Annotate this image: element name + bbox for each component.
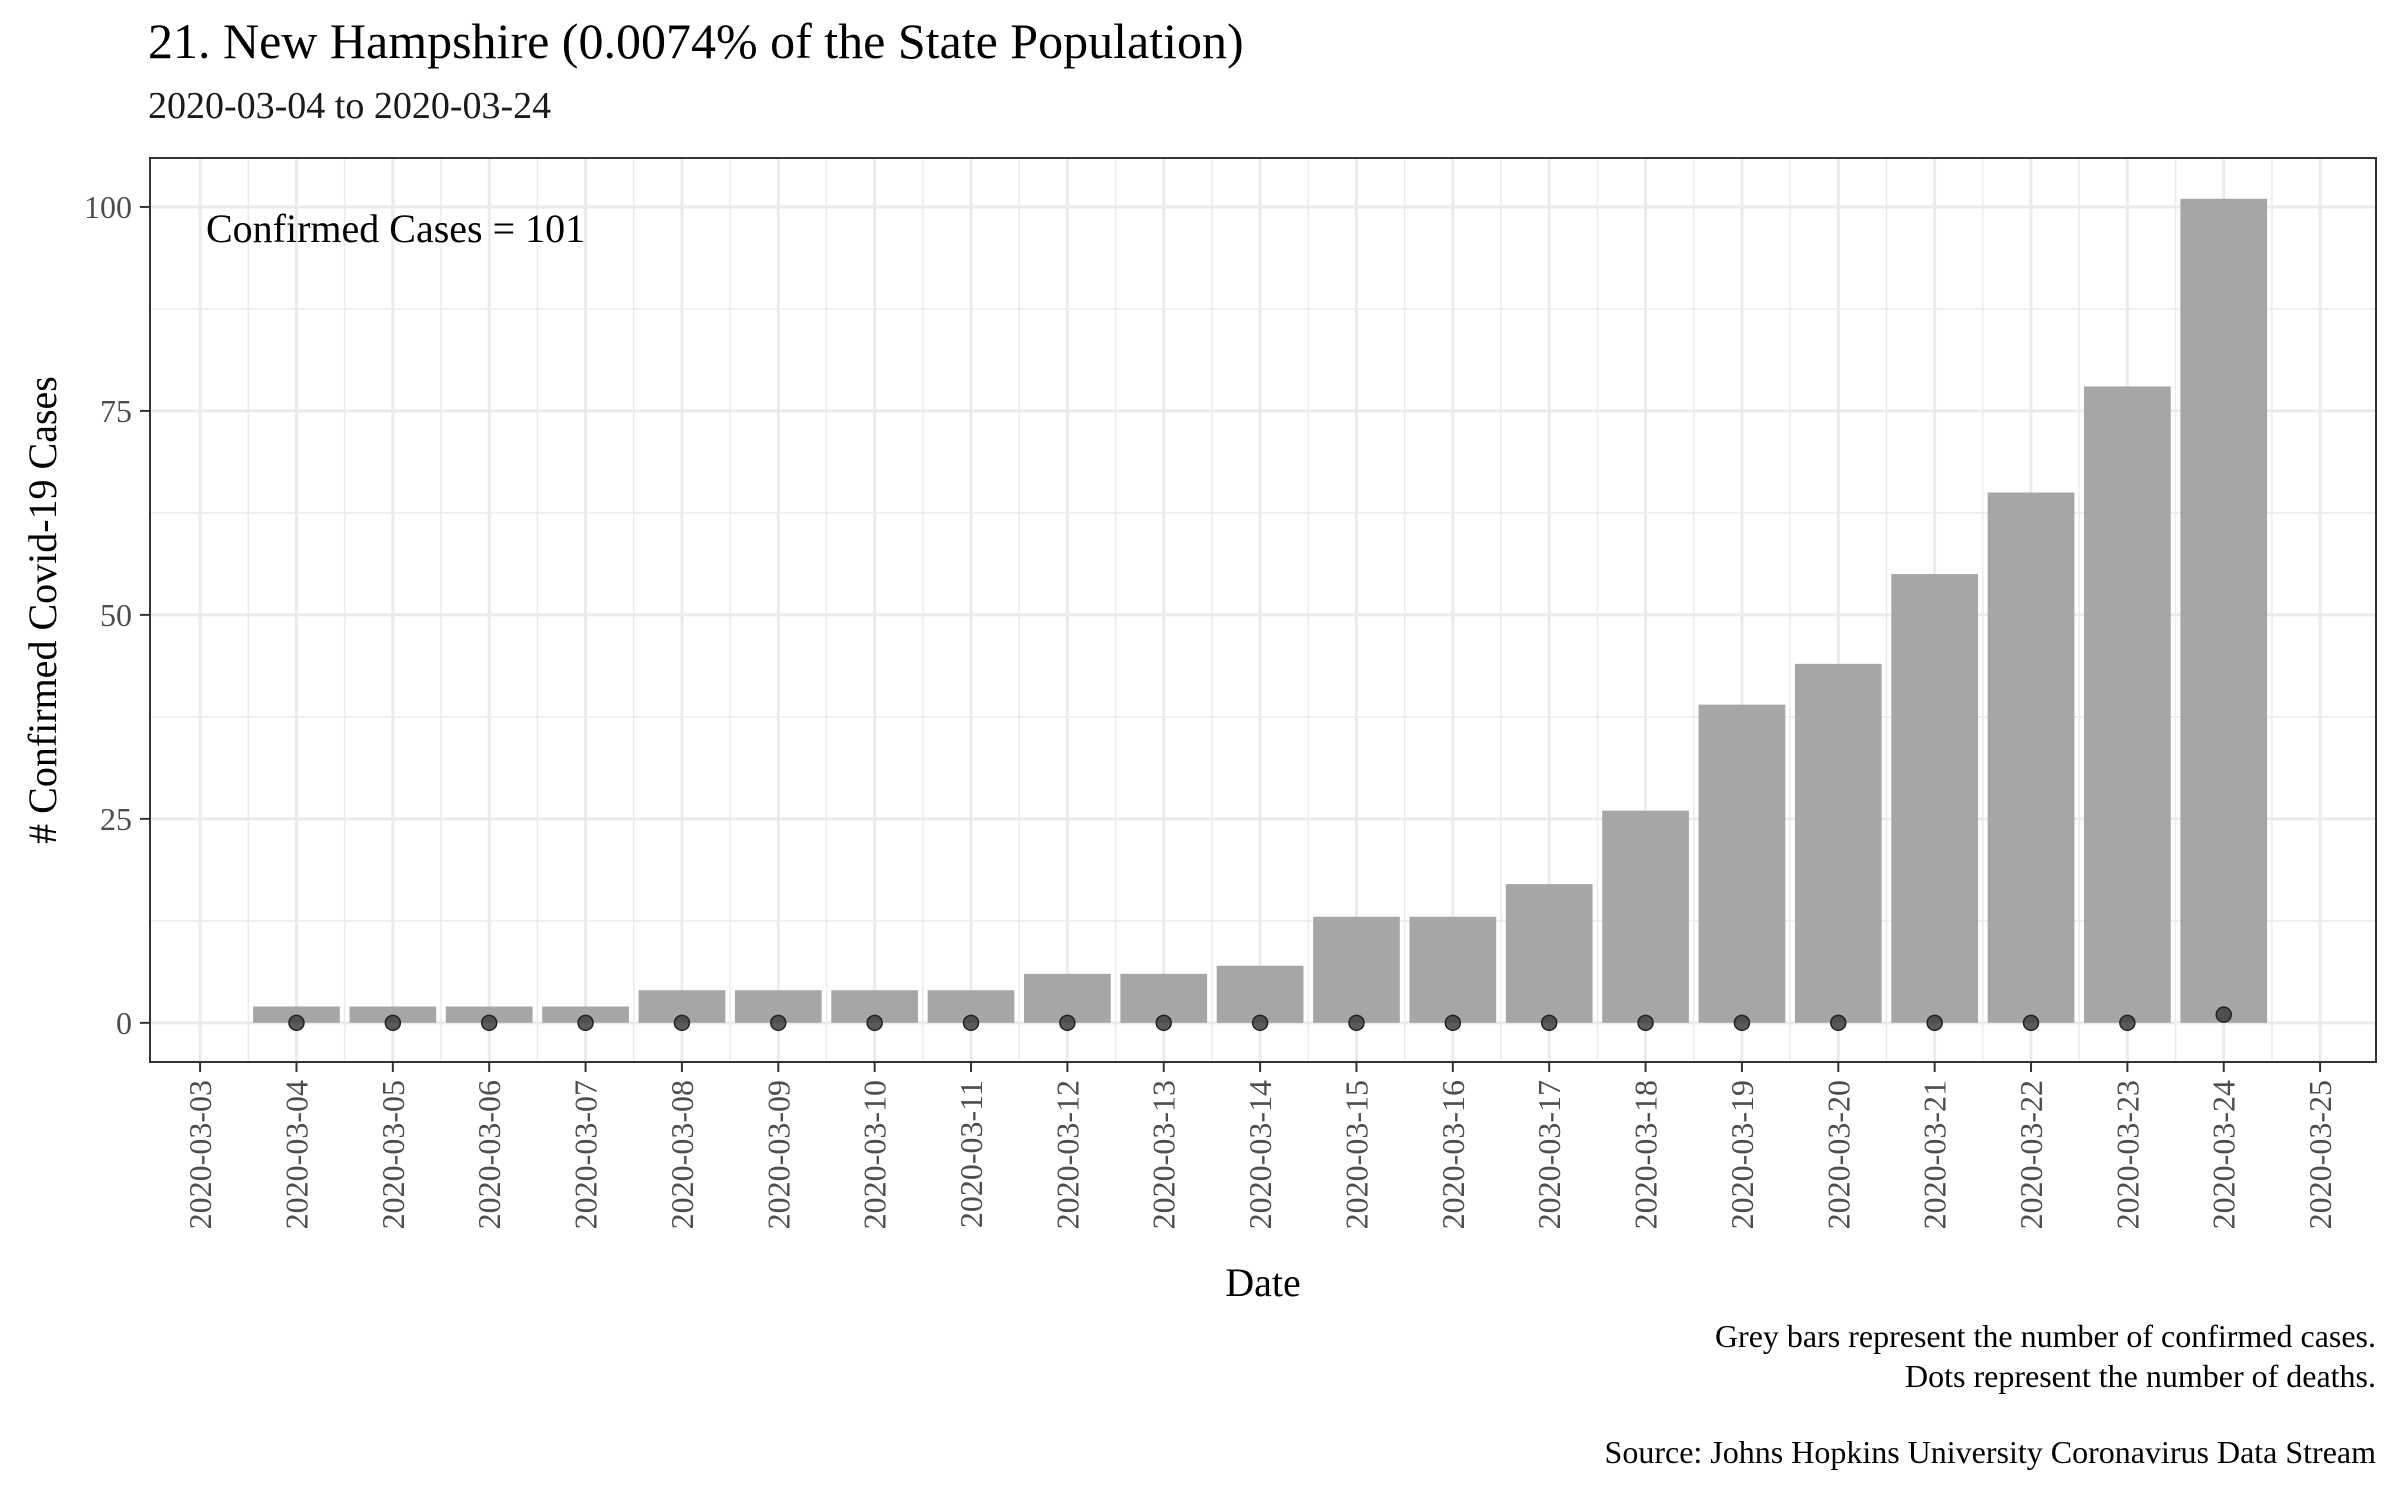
death-count-dot (866, 1014, 883, 1032)
caption-bars-note: Grey bars represent the number of confir… (1714, 1318, 2376, 1354)
death-count-dot (1251, 1014, 1269, 1032)
y-tick-label: 75 (100, 393, 132, 429)
confirmed-cases-bar (1602, 810, 1689, 1023)
confirmed-cases-bar (1987, 492, 2075, 1023)
confirmed-cases-bar (1313, 916, 1400, 1023)
death-count-dot (1348, 1014, 1365, 1032)
y-tick-label: 50 (100, 597, 132, 633)
x-tick-label: 2020-03-11 (953, 1080, 989, 1228)
x-tick-label: 2020-03-04 (278, 1080, 314, 1229)
caption-source: Source: Johns Hopkins University Coronav… (1604, 1434, 2376, 1470)
death-count-dot (1540, 1014, 1558, 1032)
death-count-dot (673, 1014, 691, 1032)
death-count-dot (480, 1014, 498, 1032)
death-count-dot (288, 1014, 305, 1032)
chart-subtitle: 2020-03-04 to 2020-03-24 (148, 85, 552, 127)
x-tick-label: 2020-03-17 (1531, 1080, 1567, 1229)
x-tick-label: 2020-03-19 (1724, 1080, 1760, 1229)
x-tick-label: 2020-03-25 (2302, 1080, 2338, 1229)
confirmed-cases-bar (1409, 916, 1497, 1023)
x-tick-label: 2020-03-06 (471, 1080, 507, 1229)
death-count-dot (1059, 1014, 1076, 1032)
y-tick-label: 0 (116, 1005, 132, 1041)
panel-border (149, 157, 2377, 1063)
death-count-dot (577, 1014, 594, 1032)
x-tick-label: 2020-03-16 (1435, 1080, 1471, 1229)
death-count-dot (1733, 1014, 1751, 1032)
x-tick-label: 2020-03-14 (1242, 1080, 1278, 1229)
x-tick-label: 2020-03-12 (1049, 1080, 1085, 1229)
x-tick-label: 2020-03-09 (760, 1080, 796, 1229)
x-tick-label: 2020-03-22 (2013, 1080, 2049, 1229)
axis-layer: 0 25 50 75 100 2020-03-03 2020-03-04 2020-03-05… (84, 189, 2338, 1229)
y-tick-label: 100 (84, 189, 132, 225)
x-axis-label: Date (1225, 1260, 1301, 1305)
death-count-dot (2022, 1014, 2040, 1032)
death-count-dot (384, 1014, 402, 1032)
confirmed-cases-bar (1794, 663, 1882, 1023)
x-tick-label: 2020-03-10 (857, 1080, 893, 1229)
death-count-dot (1830, 1014, 1847, 1032)
chart-title: 21. New Hampshire (0.0074% of the State … (148, 13, 1244, 69)
y-axis-label: # Confirmed Covid-19 Cases (20, 376, 65, 844)
confirmed-cases-bar (1216, 965, 1304, 1023)
x-tick-label: 2020-03-21 (1917, 1080, 1953, 1229)
dot-layer (288, 1006, 2232, 1032)
y-tick-label: 25 (100, 801, 132, 837)
death-count-dot (2215, 1006, 2232, 1023)
chart-svg: 0 25 50 75 100 2020-03-03 2020-03-04 2020-03-05… (20, 157, 2377, 1305)
x-tick-label: 2020-03-03 (182, 1080, 218, 1229)
confirmed-cases-bar (1698, 704, 1786, 1023)
x-tick-label: 2020-03-08 (664, 1080, 700, 1229)
x-tick-label: 2020-03-18 (1628, 1080, 1664, 1229)
confirmed-cases-bar (1891, 574, 1979, 1023)
confirmed-cases-bar (2084, 386, 2171, 1023)
death-count-dot (962, 1014, 980, 1032)
death-count-dot (1444, 1014, 1462, 1032)
death-count-dot (770, 1014, 787, 1032)
x-tick-label: 2020-03-13 (1146, 1080, 1182, 1229)
x-tick-label: 2020-03-24 (2206, 1080, 2242, 1229)
death-count-dot (2119, 1014, 2136, 1032)
confirmed-cases-bar (2180, 198, 2268, 1023)
x-tick-label: 2020-03-05 (375, 1080, 411, 1229)
x-tick-label: 2020-03-15 (1338, 1080, 1374, 1229)
caption-dots-note: Dots represent the number of deaths. (1905, 1358, 2376, 1394)
confirmed-cases-annotation: Confirmed Cases = 101 (206, 206, 585, 251)
x-tick-label: 2020-03-07 (568, 1080, 604, 1229)
death-count-dot (1155, 1014, 1172, 1032)
death-count-dot (1926, 1014, 1943, 1032)
x-tick-label: 2020-03-20 (1820, 1080, 1856, 1229)
confirmed-cases-bar (1505, 884, 1593, 1023)
x-tick-label: 2020-03-23 (2109, 1080, 2145, 1229)
death-count-dot (1637, 1014, 1654, 1032)
